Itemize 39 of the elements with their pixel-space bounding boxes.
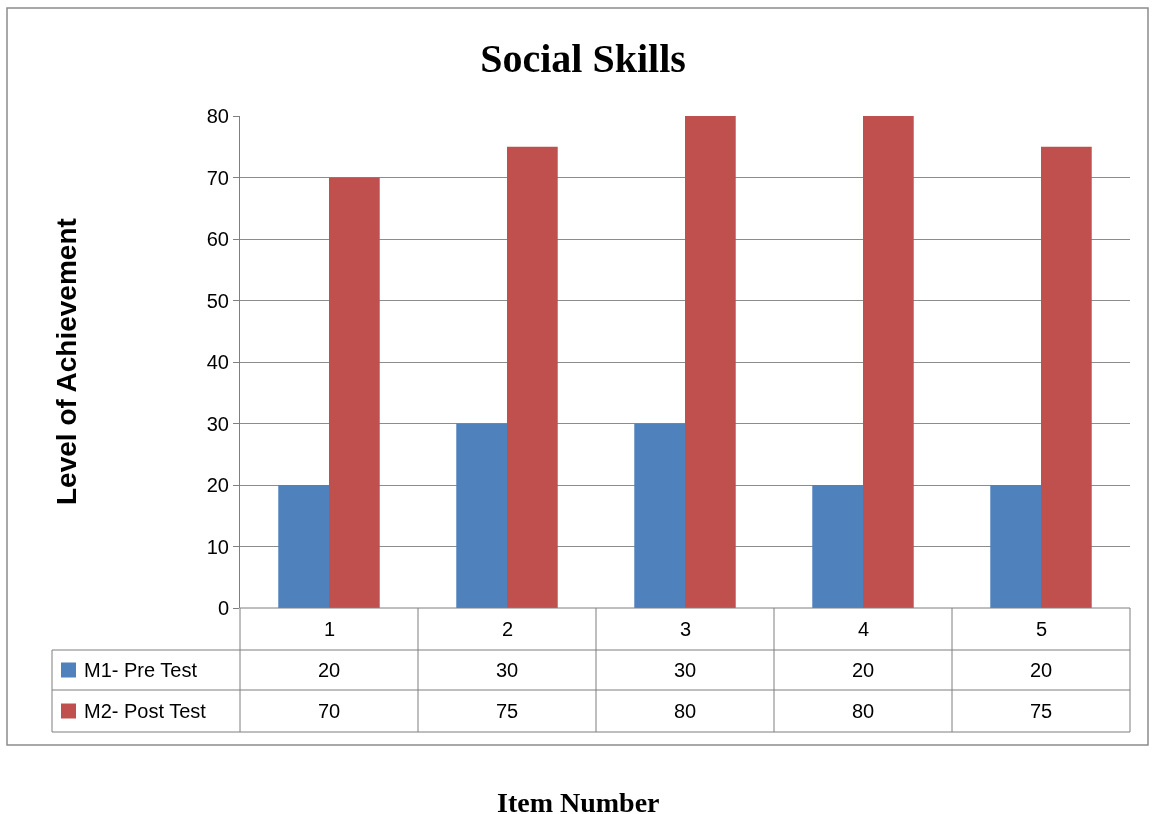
data-label: 80 xyxy=(852,700,875,722)
y-tick-label: 40 xyxy=(206,351,229,373)
bar xyxy=(990,485,1041,608)
y-tick-label: 70 xyxy=(206,166,229,189)
bar xyxy=(863,116,914,608)
y-axis-title: Level of Achievement xyxy=(51,218,82,505)
data-label: 30 xyxy=(496,659,519,681)
y-tick-label: 60 xyxy=(206,228,229,250)
bar xyxy=(329,177,380,608)
x-tick-label: 2 xyxy=(502,618,514,640)
y-tick-label: 30 xyxy=(206,412,229,435)
bar xyxy=(507,146,558,608)
y-tick-label: 80 xyxy=(206,105,229,127)
x-tick-label: 4 xyxy=(858,618,870,640)
data-label: 20 xyxy=(1030,659,1053,681)
data-label: 70 xyxy=(318,700,341,722)
x-tick-label: 5 xyxy=(1036,618,1048,640)
bar xyxy=(812,485,863,608)
x-tick-label: 1 xyxy=(324,618,336,640)
bar xyxy=(456,423,507,608)
bar xyxy=(278,485,329,608)
legend-label: M2- Post Test xyxy=(84,700,207,722)
y-tick-label: 10 xyxy=(206,535,229,558)
data-label: 20 xyxy=(852,659,875,681)
bar xyxy=(634,423,685,608)
text: Item Number xyxy=(497,787,660,814)
y-tick-label: 20 xyxy=(206,474,229,496)
x-tick-label: 3 xyxy=(680,618,692,640)
data-label: 30 xyxy=(674,659,697,681)
legend-label: M1- Pre Test xyxy=(84,659,198,681)
chart-title: Social Skills xyxy=(480,36,686,81)
y-tick-label: 0 xyxy=(217,597,229,619)
data-label: 20 xyxy=(318,659,341,681)
bar xyxy=(685,116,736,608)
y-tick-label: 50 xyxy=(206,289,229,312)
bar xyxy=(1041,146,1092,608)
data-label: 75 xyxy=(1030,700,1053,722)
data-label: 80 xyxy=(674,700,697,722)
data-label: 75 xyxy=(496,700,519,722)
